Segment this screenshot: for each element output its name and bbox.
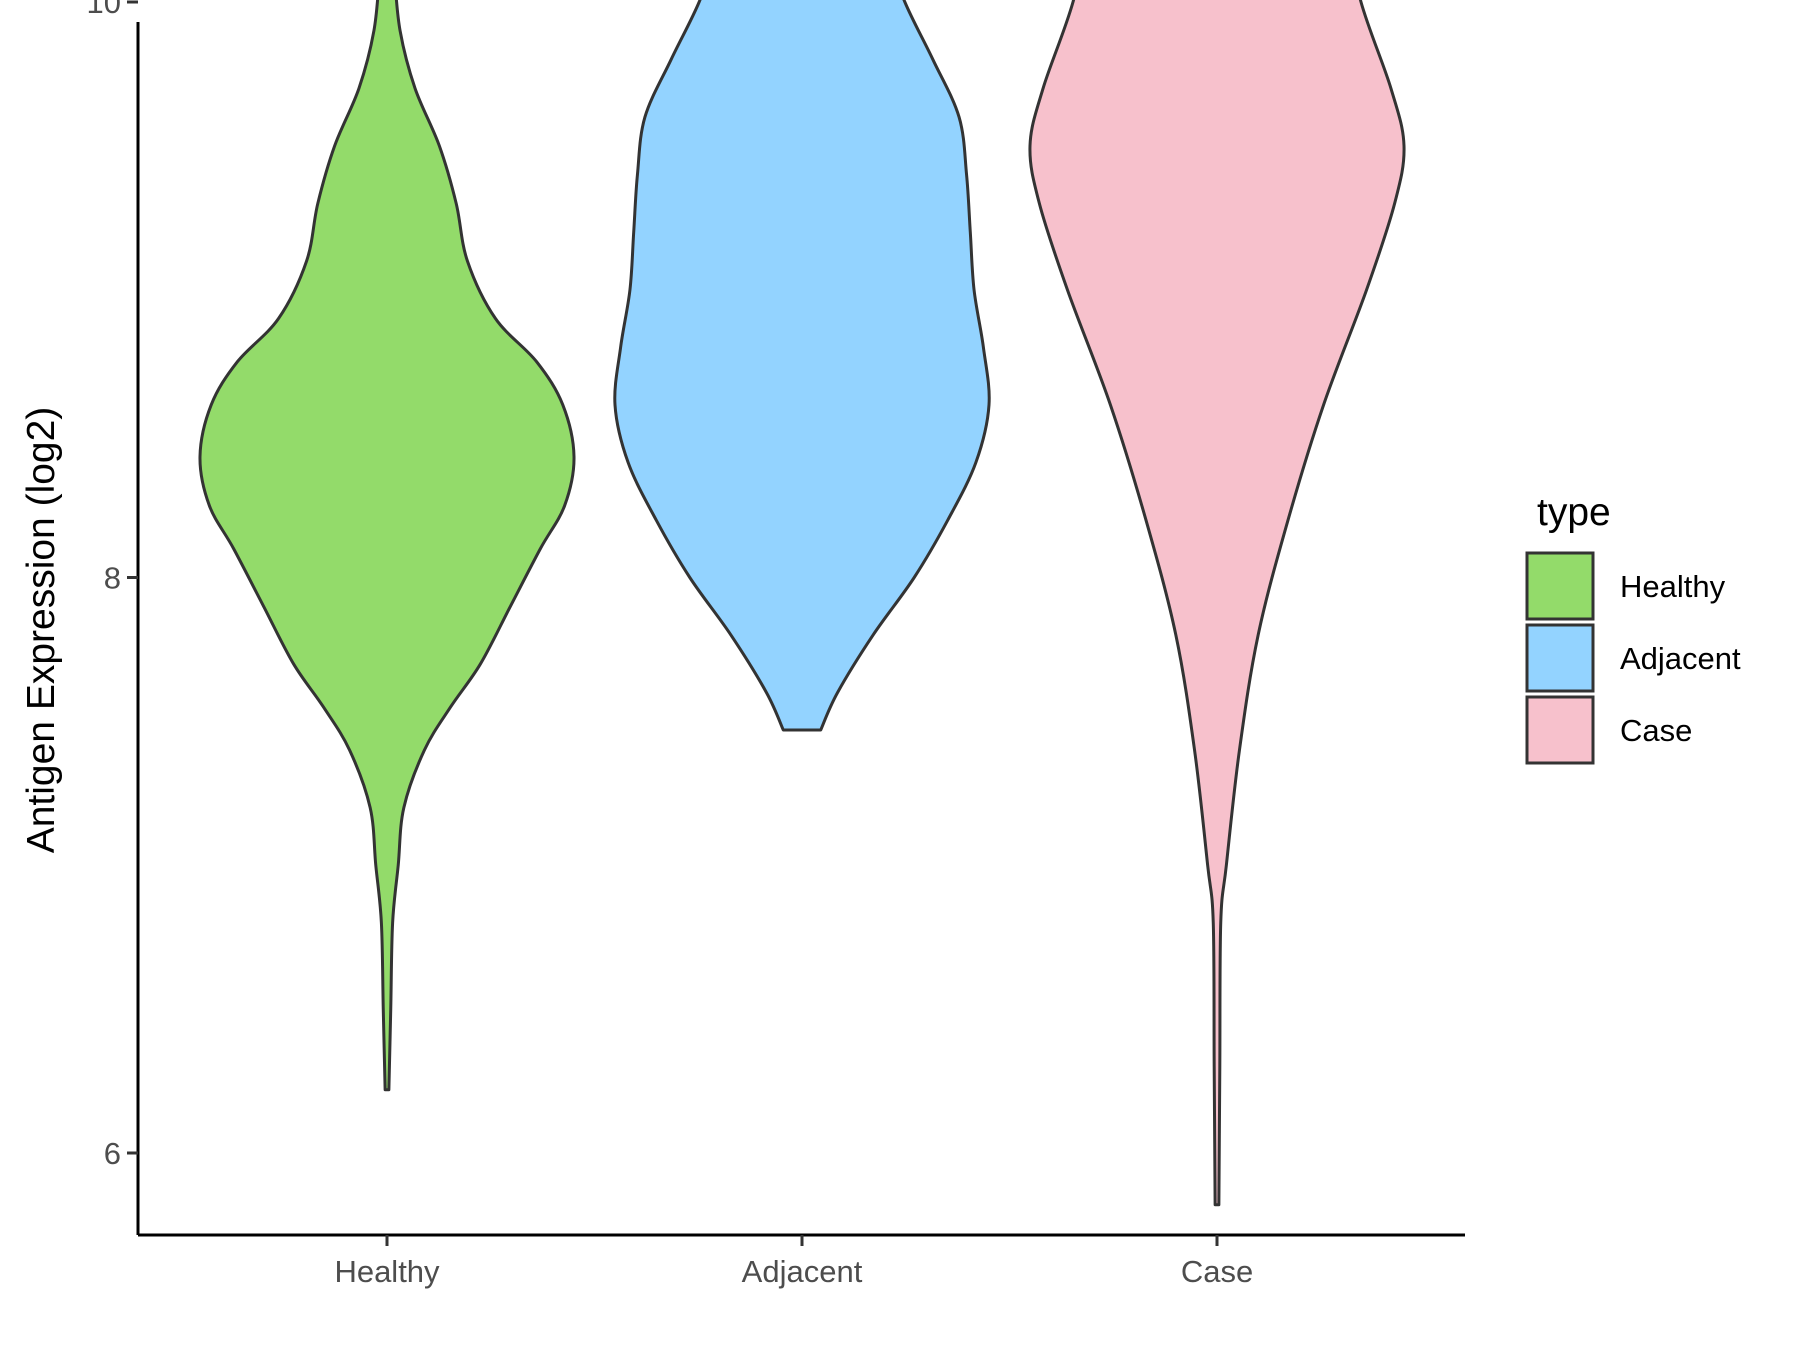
y-axis-title: Antigen Expression (log2)	[20, 407, 63, 854]
x-tick-label-healthy: Healthy	[334, 1254, 440, 1289]
legend-label-healthy: Healthy	[1620, 569, 1726, 604]
y-tick-label-8: 8	[104, 561, 121, 596]
x-axis-ticks: Healthy Adjacent Case	[334, 1235, 1253, 1289]
legend-label-case: Case	[1620, 713, 1692, 748]
legend-key-case	[1525, 695, 1595, 765]
legend-title: type	[1537, 491, 1611, 534]
y-tick-label-6: 6	[104, 1136, 121, 1171]
legend-key-adjacent	[1525, 623, 1595, 693]
x-tick-label-adjacent: Adjacent	[742, 1254, 863, 1289]
legend-label-adjacent: Adjacent	[1620, 641, 1741, 676]
violin-adjacent	[613, 0, 991, 732]
violin-case	[1028, 0, 1406, 1207]
violins-group	[198, 0, 1406, 1207]
y-axis-ticks: 681012	[87, 0, 138, 1171]
legend-key-healthy	[1525, 551, 1595, 621]
y-tick-label-10: 10	[87, 0, 121, 20]
legend: type Healthy Adjacent Case	[1525, 491, 1741, 765]
x-tick-label-case: Case	[1181, 1254, 1253, 1289]
violin-healthy	[198, 0, 576, 1092]
